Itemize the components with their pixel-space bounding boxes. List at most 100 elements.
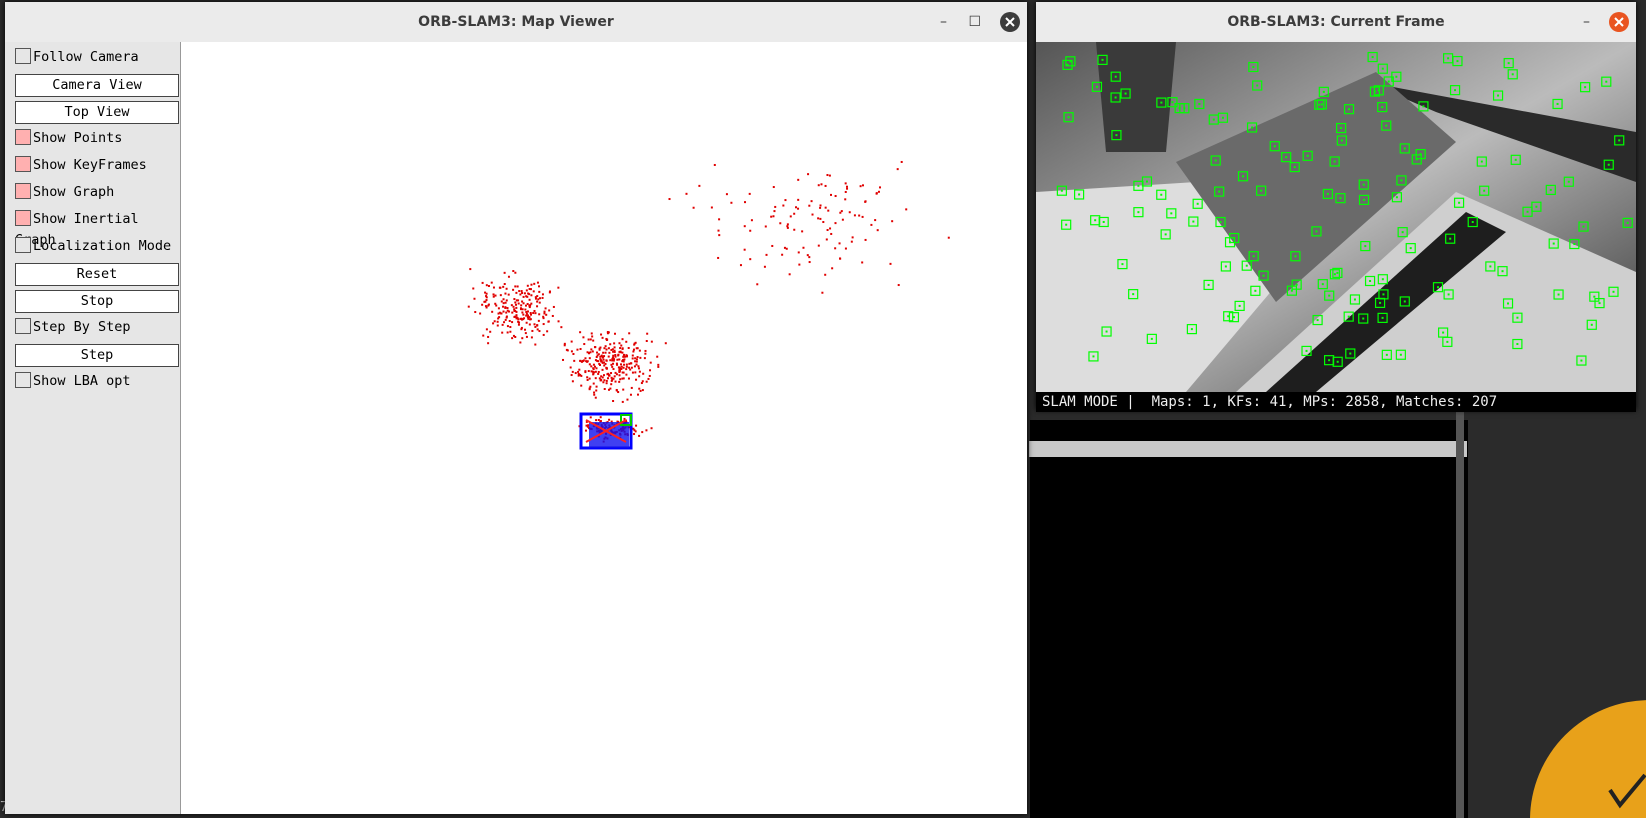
feature xyxy=(1492,90,1504,101)
checkbox-box[interactable] xyxy=(15,237,31,253)
close[interactable] xyxy=(1608,11,1630,33)
checkbox[interactable]: Show KeyFrames xyxy=(15,155,147,176)
feature xyxy=(1377,274,1388,285)
control-label: Stop xyxy=(80,293,114,309)
map-point xyxy=(507,293,510,296)
feature xyxy=(1377,312,1388,323)
button[interactable]: Step xyxy=(15,344,179,367)
checkbox-box[interactable] xyxy=(15,210,31,226)
map-point xyxy=(577,370,580,373)
feature-dot xyxy=(1489,265,1492,268)
feature xyxy=(1241,260,1252,271)
map-point xyxy=(811,213,814,216)
map-point xyxy=(605,382,608,385)
checkbox-box[interactable] xyxy=(15,156,31,172)
feature xyxy=(1223,311,1234,322)
map-point xyxy=(528,306,531,309)
map-point xyxy=(623,363,626,366)
map-point xyxy=(615,373,618,376)
checkbox-box[interactable] xyxy=(15,183,31,199)
map-point xyxy=(538,301,541,304)
map-point xyxy=(529,312,532,315)
map-point xyxy=(543,312,546,315)
checkbox[interactable]: Show Inertial Graph xyxy=(15,209,180,248)
feature-dot xyxy=(1373,90,1376,93)
feature xyxy=(1449,85,1461,96)
map-point xyxy=(611,359,614,362)
map-point xyxy=(645,380,648,383)
checkbox[interactable]: Step By Step xyxy=(15,317,131,338)
map-point xyxy=(484,291,487,294)
minimize[interactable]: – xyxy=(1583,14,1590,30)
map-point xyxy=(496,324,499,327)
feature-dot xyxy=(1511,73,1514,76)
feature-dot xyxy=(1322,90,1325,93)
graph xyxy=(585,419,627,443)
button[interactable]: Stop xyxy=(15,290,179,313)
maximize[interactable]: ☐ xyxy=(968,14,981,30)
feature xyxy=(1228,312,1240,323)
map-point xyxy=(525,289,528,292)
feature-dot xyxy=(1336,360,1339,363)
feature xyxy=(1252,80,1263,91)
map-point xyxy=(607,347,610,350)
checkbox-box[interactable] xyxy=(15,318,31,334)
feature xyxy=(1146,333,1157,344)
close[interactable] xyxy=(999,11,1021,33)
map-point xyxy=(534,297,537,300)
map-point xyxy=(664,342,667,345)
map-point xyxy=(606,373,609,376)
checkbox[interactable]: Show Graph xyxy=(15,182,114,203)
map-point xyxy=(525,311,528,314)
checkbox[interactable]: Localization Mode xyxy=(15,236,171,257)
map-point xyxy=(773,210,776,213)
map-point xyxy=(900,160,903,163)
feature-dot xyxy=(1092,355,1095,358)
checkbox-box[interactable] xyxy=(15,48,31,64)
feature xyxy=(1369,86,1381,97)
map-point xyxy=(485,306,488,309)
map-point xyxy=(536,300,539,303)
map-point xyxy=(484,305,487,308)
map-point xyxy=(743,225,746,228)
map-point xyxy=(506,307,509,310)
feature xyxy=(1291,279,1302,290)
feature-dot xyxy=(1362,183,1365,186)
map-point xyxy=(542,317,545,320)
map-point xyxy=(517,299,520,302)
button[interactable]: Reset xyxy=(15,263,179,286)
map-point xyxy=(631,357,634,360)
map-point xyxy=(505,311,508,314)
checkbox[interactable]: Show LBA opt xyxy=(15,371,131,392)
feature-dot xyxy=(1262,274,1265,277)
feature xyxy=(1343,311,1354,322)
feature xyxy=(1358,179,1369,190)
map-point xyxy=(617,354,620,357)
minimize[interactable]: – xyxy=(940,14,947,30)
feature-dot xyxy=(1254,289,1257,292)
title-bar: ORB-SLAM3: Map Viewer – ☐ xyxy=(5,2,1027,42)
feature xyxy=(1166,208,1177,219)
map-point xyxy=(597,418,600,421)
map-point xyxy=(770,215,773,218)
map-point xyxy=(503,321,506,324)
feature-dot xyxy=(1442,331,1445,334)
feature xyxy=(1301,345,1312,357)
checkbox-box[interactable] xyxy=(15,129,31,145)
feature-dot xyxy=(1556,102,1559,105)
feature xyxy=(1156,97,1167,108)
map-point xyxy=(826,174,829,177)
checkbox[interactable]: Follow Camera xyxy=(15,47,139,68)
map-point xyxy=(485,296,488,299)
feature xyxy=(1443,289,1454,300)
feature xyxy=(1117,259,1128,270)
feature xyxy=(1179,103,1190,114)
button[interactable]: Top View xyxy=(15,101,179,124)
map-point xyxy=(607,377,610,380)
map-point xyxy=(718,234,721,237)
checkbox[interactable]: Show Points xyxy=(15,128,122,149)
feature-dot xyxy=(1115,134,1118,137)
checkbox-box[interactable] xyxy=(15,372,31,388)
map-point xyxy=(557,320,560,323)
button[interactable]: Camera View xyxy=(15,74,179,97)
